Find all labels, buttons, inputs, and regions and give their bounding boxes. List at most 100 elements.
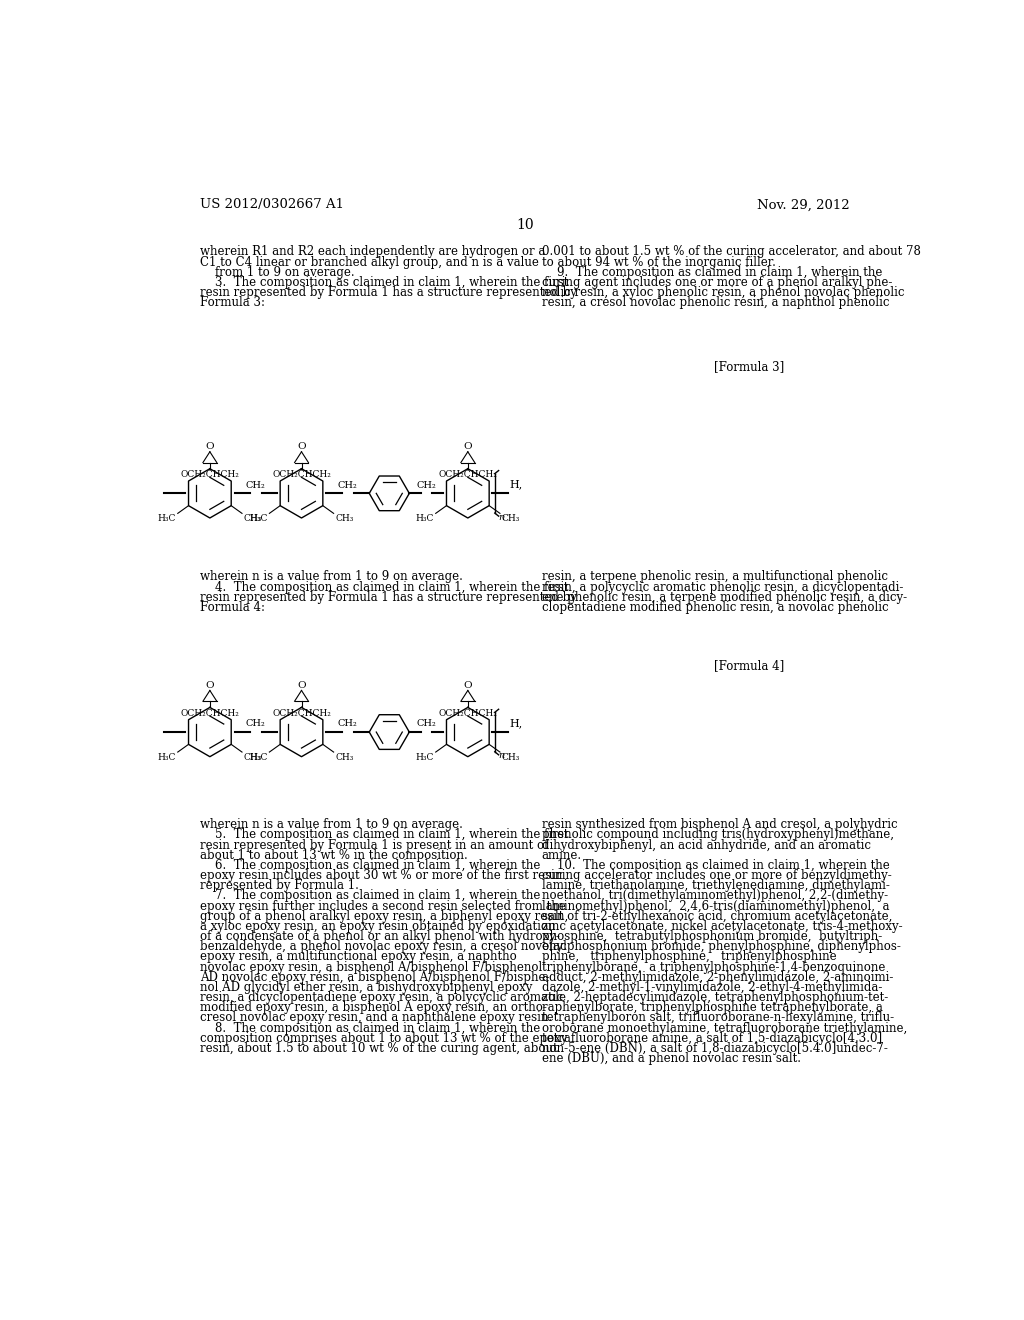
Text: n: n — [499, 512, 505, 521]
Text: group of a phenol aralkyl epoxy resin, a biphenyl epoxy resin,: group of a phenol aralkyl epoxy resin, a… — [200, 909, 568, 923]
Text: about 1 to about 13 wt % in the composition.: about 1 to about 13 wt % in the composit… — [200, 849, 468, 862]
Text: modified epoxy resin, a bisphenol A epoxy resin, an ortho-: modified epoxy resin, a bisphenol A epox… — [200, 1002, 547, 1014]
Text: H₃C: H₃C — [158, 752, 176, 762]
Text: resin synthesized from bisphenol A and cresol, a polyhydric: resin synthesized from bisphenol A and c… — [542, 818, 897, 832]
Text: salt of tri-2-ethylhexanoic acid, chromium acetylacetonate,: salt of tri-2-ethylhexanoic acid, chromi… — [542, 909, 892, 923]
Text: 0.001 to about 1.5 wt % of the curing accelerator, and about 78: 0.001 to about 1.5 wt % of the curing ac… — [542, 246, 921, 259]
Text: wherein n is a value from 1 to 9 on average.: wherein n is a value from 1 to 9 on aver… — [200, 818, 463, 832]
Text: CH₃: CH₃ — [502, 752, 520, 762]
Text: H₃C: H₃C — [250, 752, 268, 762]
Text: nol AD glycidyl ether resin, a bishydroxybiphenyl epoxy: nol AD glycidyl ether resin, a bishydrox… — [200, 981, 532, 994]
Text: noethanol, tri(dimethylaminomethyl)phenol, 2,2-(dimethy-: noethanol, tri(dimethylaminomethyl)pheno… — [542, 890, 888, 903]
Text: represented by Formula 1.: represented by Formula 1. — [200, 879, 358, 892]
Text: H₃C: H₃C — [250, 515, 268, 523]
Text: raphenylborate, triphenylphosphine tetraphenylborate, a: raphenylborate, triphenylphosphine tetra… — [542, 1002, 883, 1014]
Text: H₃C: H₃C — [158, 515, 176, 523]
Text: phosphine,  tetrabutylphosphonium bromide,  butyltriph-: phosphine, tetrabutylphosphonium bromide… — [542, 931, 882, 942]
Text: triphenylborane,  a triphenylphosphine-1,4-benzoquinone: triphenylborane, a triphenylphosphine-1,… — [542, 961, 885, 974]
Text: zole, 2-heptadecylimidazole, tetraphenylphosphonium-tet-: zole, 2-heptadecylimidazole, tetraphenyl… — [542, 991, 888, 1005]
Text: Formula 3:: Formula 3: — [200, 296, 265, 309]
Text: CH₂: CH₂ — [246, 480, 265, 490]
Text: 9.  The composition as claimed in claim 1, wherein the: 9. The composition as claimed in claim 1… — [542, 265, 882, 279]
Text: 6.  The composition as claimed in claim 1, wherein the: 6. The composition as claimed in claim 1… — [200, 859, 541, 873]
Text: composition comprises about 1 to about 13 wt % of the epoxy: composition comprises about 1 to about 1… — [200, 1032, 567, 1044]
Text: H₃C: H₃C — [416, 515, 434, 523]
Text: a xyloc epoxy resin, an epoxy resin obtained by epoxidation: a xyloc epoxy resin, an epoxy resin obta… — [200, 920, 555, 933]
Text: H,: H, — [509, 718, 522, 729]
Text: OCH₂CHCH₂: OCH₂CHCH₂ — [438, 470, 498, 479]
Text: CH₃: CH₃ — [335, 515, 353, 523]
Text: O: O — [206, 681, 214, 689]
Text: dihydroxybiphenyl, an acid anhydride, and an aromatic: dihydroxybiphenyl, an acid anhydride, an… — [542, 838, 870, 851]
Text: non-5-ene (DBN), a salt of 1,8-diazabicyclo[5.4.0]undec-7-: non-5-ene (DBN), a salt of 1,8-diazabicy… — [542, 1041, 888, 1055]
Text: C1 to C4 linear or branched alkyl group, and n is a value: C1 to C4 linear or branched alkyl group,… — [200, 256, 539, 268]
Text: O: O — [297, 442, 306, 451]
Text: resin, a dicyclopentadiene epoxy resin, a polycyclic aromatic: resin, a dicyclopentadiene epoxy resin, … — [200, 991, 563, 1005]
Text: [Formula 4]: [Formula 4] — [714, 659, 784, 672]
Text: CH₂: CH₂ — [338, 719, 357, 729]
Text: US 2012/0302667 A1: US 2012/0302667 A1 — [200, 198, 344, 211]
Text: epoxy resin further includes a second resin selected from the: epoxy resin further includes a second re… — [200, 900, 565, 912]
Text: [Formula 3]: [Formula 3] — [714, 360, 784, 374]
Text: H,: H, — [509, 479, 522, 490]
Text: CH₃: CH₃ — [244, 752, 262, 762]
Text: adduct, 2-methylimidazole, 2-phenylimidazole, 2-aminoimi-: adduct, 2-methylimidazole, 2-phenylimida… — [542, 970, 893, 983]
Text: OCH₂CHCH₂: OCH₂CHCH₂ — [180, 709, 240, 718]
Text: CH₂: CH₂ — [246, 719, 265, 729]
Text: CH₃: CH₃ — [244, 515, 262, 523]
Text: epoxy resin, a multifunctional epoxy resin, a naphtho: epoxy resin, a multifunctional epoxy res… — [200, 950, 517, 964]
Text: CH₃: CH₃ — [502, 515, 520, 523]
Text: O: O — [464, 442, 472, 451]
Text: lamine, triethanolamine, triethylenediamine, dimethylami-: lamine, triethanolamine, triethylenediam… — [542, 879, 890, 892]
Text: to about 94 wt % of the inorganic filler.: to about 94 wt % of the inorganic filler… — [542, 256, 775, 268]
Text: Nov. 29, 2012: Nov. 29, 2012 — [757, 198, 850, 211]
Text: Formula 4:: Formula 4: — [200, 601, 265, 614]
Text: 7.  The composition as claimed in claim 1, wherein the: 7. The composition as claimed in claim 1… — [200, 890, 541, 903]
Text: O: O — [464, 681, 472, 689]
Text: 10.  The composition as claimed in claim 1, wherein the: 10. The composition as claimed in claim … — [542, 859, 890, 873]
Text: from 1 to 9 on average.: from 1 to 9 on average. — [200, 265, 354, 279]
Text: H₃C: H₃C — [416, 752, 434, 762]
Text: CH₂: CH₂ — [417, 719, 436, 729]
Text: novolac epoxy resin, a bisphenol A/bisphenol F/bisphenol: novolac epoxy resin, a bisphenol A/bisph… — [200, 961, 542, 974]
Text: laminomethyl)phenol,  2,4,6-tris(diaminomethyl)phenol,  a: laminomethyl)phenol, 2,4,6-tris(diaminom… — [542, 900, 889, 912]
Text: resin represented by Formula 1 has a structure represented by: resin represented by Formula 1 has a str… — [200, 590, 577, 603]
Text: enylphosphonium bromide, phenylphosphine, diphenylphos-: enylphosphonium bromide, phenylphosphine… — [542, 940, 901, 953]
Text: 4.  The composition as claimed in claim 1, wherein the first: 4. The composition as claimed in claim 1… — [200, 581, 568, 594]
Text: 3.  The composition as claimed in claim 1, wherein the first: 3. The composition as claimed in claim 1… — [200, 276, 568, 289]
Text: ene (DBU), and a phenol novolac resin salt.: ene (DBU), and a phenol novolac resin sa… — [542, 1052, 801, 1065]
Text: CH₂: CH₂ — [338, 480, 357, 490]
Text: resin, about 1.5 to about 10 wt % of the curing agent, about: resin, about 1.5 to about 10 wt % of the… — [200, 1041, 557, 1055]
Text: dazole, 2-methyl-1-vinylimidazole, 2-ethyl-4-methylimida-: dazole, 2-methyl-1-vinylimidazole, 2-eth… — [542, 981, 882, 994]
Text: wherein n is a value from 1 to 9 on average.: wherein n is a value from 1 to 9 on aver… — [200, 570, 463, 583]
Text: curing agent includes one or more of a phenol aralkyl phe-: curing agent includes one or more of a p… — [542, 276, 892, 289]
Text: AD novolac epoxy resin, a bisphenol A/bisphenol F/bisphe-: AD novolac epoxy resin, a bisphenol A/bi… — [200, 970, 549, 983]
Text: 5.  The composition as claimed in claim 1, wherein the first: 5. The composition as claimed in claim 1… — [200, 829, 568, 841]
Text: resin, a terpene phenolic resin, a multifunctional phenolic: resin, a terpene phenolic resin, a multi… — [542, 570, 888, 583]
Text: epoxy resin includes about 30 wt % or more of the first resin: epoxy resin includes about 30 wt % or mo… — [200, 869, 562, 882]
Text: of a condensate of a phenol or an alkyl phenol with hydroxy-: of a condensate of a phenol or an alkyl … — [200, 931, 560, 942]
Text: tetrafluoroborane amine, a salt of 1,5-diazabicyclo[4.3.0]: tetrafluoroborane amine, a salt of 1,5-d… — [542, 1032, 882, 1044]
Text: resin, a polycyclic aromatic phenolic resin, a dicyclopentadi-: resin, a polycyclic aromatic phenolic re… — [542, 581, 903, 594]
Text: wherein R1 and R2 each independently are hydrogen or a: wherein R1 and R2 each independently are… — [200, 246, 545, 259]
Text: CH₃: CH₃ — [335, 752, 353, 762]
Text: O: O — [297, 681, 306, 689]
Text: benzaldehyde, a phenol novolac epoxy resin, a cresol novolac: benzaldehyde, a phenol novolac epoxy res… — [200, 940, 566, 953]
Text: amine.: amine. — [542, 849, 582, 862]
Text: 10: 10 — [516, 218, 534, 232]
Text: resin, a cresol novolac phenolic resin, a naphthol phenolic: resin, a cresol novolac phenolic resin, … — [542, 296, 889, 309]
Text: OCH₂CHCH₂: OCH₂CHCH₂ — [272, 470, 331, 479]
Text: O: O — [206, 442, 214, 451]
Text: CH₂: CH₂ — [417, 480, 436, 490]
Text: nolic resin, a xyloc phenolic resin, a phenol novolac phenolic: nolic resin, a xyloc phenolic resin, a p… — [542, 286, 904, 300]
Text: 8.  The composition as claimed in claim 1, wherein the: 8. The composition as claimed in claim 1… — [200, 1022, 540, 1035]
Text: resin represented by Formula 1 is present in an amount of: resin represented by Formula 1 is presen… — [200, 838, 548, 851]
Text: curing accelerator includes one or more of benzyldimethy-: curing accelerator includes one or more … — [542, 869, 892, 882]
Text: clopentadiene modified phenolic resin, a novolac phenolic: clopentadiene modified phenolic resin, a… — [542, 601, 889, 614]
Text: cresol novolac epoxy resin, and a naphthalene epoxy resin.: cresol novolac epoxy resin, and a naphth… — [200, 1011, 552, 1024]
Text: phine,   triphenylphosphine,   triphenylphosphine: phine, triphenylphosphine, triphenylphos… — [542, 950, 837, 964]
Text: ene phenolic resin, a terpene modified phenolic resin, a dicy-: ene phenolic resin, a terpene modified p… — [542, 590, 907, 603]
Text: oroborane monoethylamine, tetrafluoroborane triethylamine,: oroborane monoethylamine, tetrafluorobor… — [542, 1022, 907, 1035]
Text: resin represented by Formula 1 has a structure represented by: resin represented by Formula 1 has a str… — [200, 286, 577, 300]
Text: OCH₂CHCH₂: OCH₂CHCH₂ — [438, 709, 498, 718]
